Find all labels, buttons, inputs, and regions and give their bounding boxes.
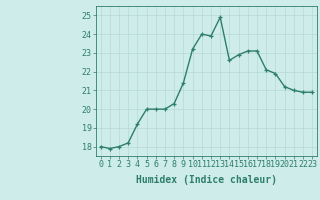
X-axis label: Humidex (Indice chaleur): Humidex (Indice chaleur)	[136, 175, 277, 185]
